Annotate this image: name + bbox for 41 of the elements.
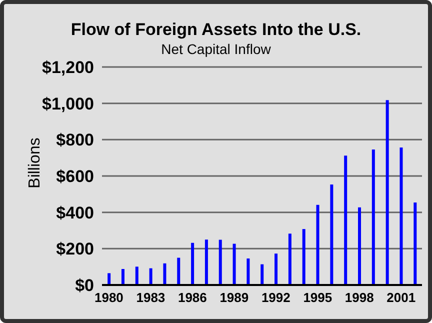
y-tick-label: $0 [75,276,94,296]
chart-subtitle: Net Capital Inflow [160,41,272,57]
bar [358,207,361,285]
x-tick-label: 1986 [178,290,207,306]
bar [330,184,334,285]
x-tick-label: 1983 [136,290,166,306]
bar [386,100,389,285]
y-tick-label: $200 [56,240,94,259]
bar [400,147,403,285]
bar [316,204,320,285]
bar [163,263,166,285]
y-tick-label: $600 [56,167,94,186]
bar [121,269,124,285]
y-tick-label: $800 [56,130,94,150]
bar [414,202,417,285]
bar [177,258,180,285]
y-tick-label: $400 [56,203,94,222]
y-tick-label: $1,200 [42,58,94,78]
bar [274,254,278,285]
bar [191,242,194,285]
y-tick-label: $1,000 [42,94,94,114]
bar [218,240,222,285]
bar [372,149,375,285]
x-tick-label: 1998 [344,290,374,306]
x-tick-label: 1989 [220,290,249,306]
x-tick-label: 1992 [261,290,290,306]
bar [204,240,208,285]
x-tick-label: 1995 [303,290,332,306]
bar [260,264,264,285]
x-tick-label: 1980 [94,290,124,306]
bar [232,244,236,285]
bar [135,266,138,285]
bar [344,156,348,285]
chart-title: Flow of Foreign Assets Into the U.S. [70,20,362,40]
y-axis-title: Billions [26,138,44,188]
bar [288,234,292,285]
bar [149,268,152,285]
bar [302,229,306,285]
bar [108,273,111,285]
bar [246,258,250,285]
x-tick-label: 2001 [386,290,416,306]
